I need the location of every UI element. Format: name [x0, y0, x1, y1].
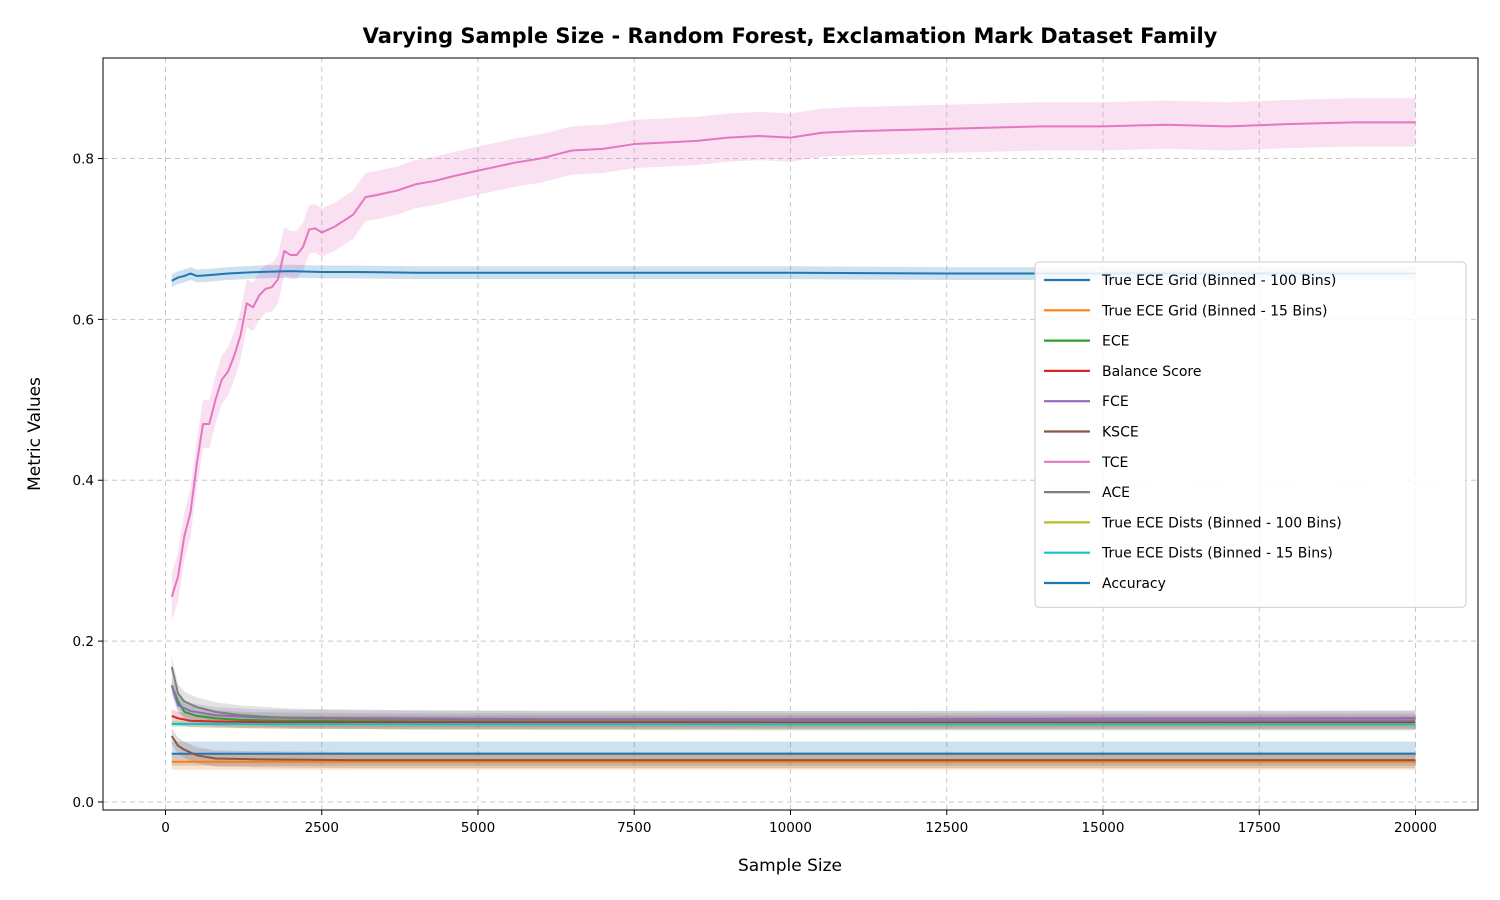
- legend-label: True ECE Dists (Binned - 100 Bins): [1101, 515, 1342, 531]
- legend-label: ACE: [1102, 485, 1130, 501]
- line-series-7: [170, 121, 1416, 598]
- x-tick-label: 2500: [305, 820, 339, 836]
- legend-label: KSCE: [1102, 425, 1139, 441]
- legend-label: Accuracy: [1102, 576, 1166, 592]
- legend-label: True ECE Dists (Binned - 15 Bins): [1101, 546, 1333, 562]
- band-series-5: [171, 677, 1416, 728]
- legend-label: TCE: [1101, 455, 1128, 471]
- x-tick-label: 12500: [925, 820, 968, 836]
- legend-label: FCE: [1102, 394, 1129, 410]
- legend-label: True ECE Grid (Binned - 100 Bins): [1101, 273, 1336, 289]
- series-lines: [170, 121, 1416, 763]
- y-tick-label: 0.0: [73, 795, 94, 811]
- x-tick-label: 15000: [1082, 820, 1125, 836]
- x-axis-label: Sample Size: [738, 856, 842, 876]
- x-tick-label: 5000: [461, 820, 495, 836]
- y-tick-label: 0.2: [73, 634, 94, 650]
- line-series-8: [170, 666, 1416, 722]
- legend: True ECE Grid (Binned - 100 Bins) True EC…: [1034, 261, 1467, 608]
- legend-label: ECE: [1102, 334, 1129, 350]
- y-tick-label: 0.4: [73, 473, 94, 489]
- band-series-6: [171, 727, 1416, 769]
- chart-title: Varying Sample Size - Random Forest, Exc…: [363, 24, 1218, 48]
- legend-box: [1034, 261, 1467, 608]
- y-axis-label: Metric Values: [25, 377, 45, 491]
- y-tick-label: 0.6: [73, 312, 94, 328]
- legend-label: True ECE Grid (Binned - 15 Bins): [1101, 303, 1327, 319]
- x-tick-label: 10000: [769, 820, 812, 836]
- axis-ticks: 0 2500 5000 7500 10000 12500 15000 17500 20000 0.…: [73, 152, 1437, 836]
- x-tick-label: 20000: [1394, 820, 1437, 836]
- band-series-8: [171, 657, 1416, 731]
- line-series-4: [171, 714, 1416, 724]
- x-tick-label: 17500: [1238, 820, 1281, 836]
- y-tick-label: 0.8: [73, 152, 94, 168]
- x-tick-label: 7500: [617, 820, 651, 836]
- band-series-3: [171, 677, 1416, 730]
- legend-label: Balance Score: [1102, 364, 1202, 380]
- line-series-5: [170, 685, 1416, 721]
- line-series-11: [171, 270, 1416, 282]
- x-tick-label: 0: [161, 820, 170, 836]
- line-series-6: [170, 735, 1416, 762]
